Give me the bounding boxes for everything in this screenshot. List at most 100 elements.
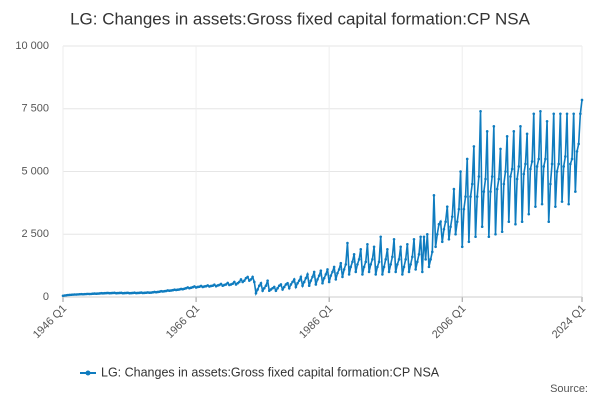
point — [535, 165, 539, 168]
y-tick-label: 10 000 — [15, 40, 49, 52]
point — [470, 182, 474, 186]
point — [577, 142, 580, 146]
point — [494, 232, 497, 236]
point — [291, 280, 294, 284]
point — [449, 225, 452, 229]
point — [485, 130, 489, 133]
point — [560, 200, 564, 203]
point — [406, 242, 409, 246]
point — [307, 284, 311, 288]
point — [384, 258, 388, 261]
point — [512, 130, 516, 133]
point — [454, 232, 457, 236]
point — [233, 280, 236, 284]
point — [224, 283, 228, 286]
point — [316, 278, 319, 281]
point — [467, 240, 471, 244]
point — [569, 162, 572, 166]
point — [527, 212, 531, 216]
point — [492, 125, 496, 128]
point — [282, 285, 286, 289]
point — [319, 269, 323, 272]
point — [257, 284, 261, 288]
point — [549, 182, 552, 186]
point — [445, 205, 449, 208]
point — [369, 263, 373, 266]
point — [309, 279, 313, 282]
point — [482, 190, 486, 193]
point — [302, 280, 306, 284]
point — [286, 281, 289, 285]
point — [382, 265, 386, 269]
point — [371, 258, 374, 261]
point — [364, 260, 368, 264]
point — [399, 245, 402, 249]
point — [550, 162, 554, 166]
point — [507, 220, 511, 223]
point — [294, 285, 298, 289]
point — [326, 268, 329, 271]
point — [312, 270, 316, 274]
point — [459, 170, 462, 173]
point — [356, 263, 359, 266]
point — [254, 291, 258, 295]
point — [391, 255, 394, 259]
point — [251, 275, 254, 279]
point — [499, 147, 502, 151]
point — [539, 109, 542, 113]
point — [321, 281, 324, 285]
point — [239, 278, 243, 281]
point — [409, 263, 412, 266]
point — [534, 205, 537, 208]
point — [367, 270, 371, 274]
point — [490, 175, 494, 178]
point — [557, 162, 561, 166]
y-tick-label: 2 500 — [21, 228, 49, 240]
point — [289, 283, 293, 286]
point — [480, 225, 484, 229]
point — [565, 112, 569, 116]
point — [361, 273, 364, 276]
point — [572, 112, 575, 116]
point — [547, 220, 551, 223]
point — [226, 281, 229, 285]
point — [517, 165, 521, 168]
point — [351, 260, 354, 264]
point — [435, 232, 439, 236]
point — [381, 273, 384, 276]
x-tick-label: 2024 Q1 — [550, 303, 588, 341]
y-tick-label: 0 — [43, 291, 49, 303]
point — [331, 270, 334, 274]
point — [532, 112, 536, 116]
point — [554, 205, 557, 208]
point — [542, 165, 546, 168]
point — [495, 187, 499, 191]
point — [567, 202, 570, 206]
point — [281, 288, 284, 291]
legend-label: LG: Changes in assets:Gross fixed capita… — [101, 365, 440, 379]
point — [544, 157, 547, 161]
point — [377, 260, 381, 264]
point — [469, 195, 472, 198]
point — [347, 273, 351, 276]
point — [311, 275, 314, 279]
point — [334, 278, 338, 281]
point — [279, 283, 283, 286]
point — [475, 195, 479, 198]
point — [434, 245, 437, 249]
point — [297, 279, 301, 282]
point — [342, 268, 346, 271]
point — [450, 215, 454, 218]
point — [479, 109, 482, 113]
point — [386, 248, 389, 251]
point — [540, 202, 544, 206]
point — [514, 222, 517, 226]
point — [379, 235, 383, 239]
point — [346, 241, 349, 245]
point — [387, 270, 391, 274]
point — [414, 268, 417, 271]
point — [562, 165, 566, 168]
point — [487, 235, 491, 239]
point — [444, 220, 447, 223]
point — [489, 190, 492, 193]
